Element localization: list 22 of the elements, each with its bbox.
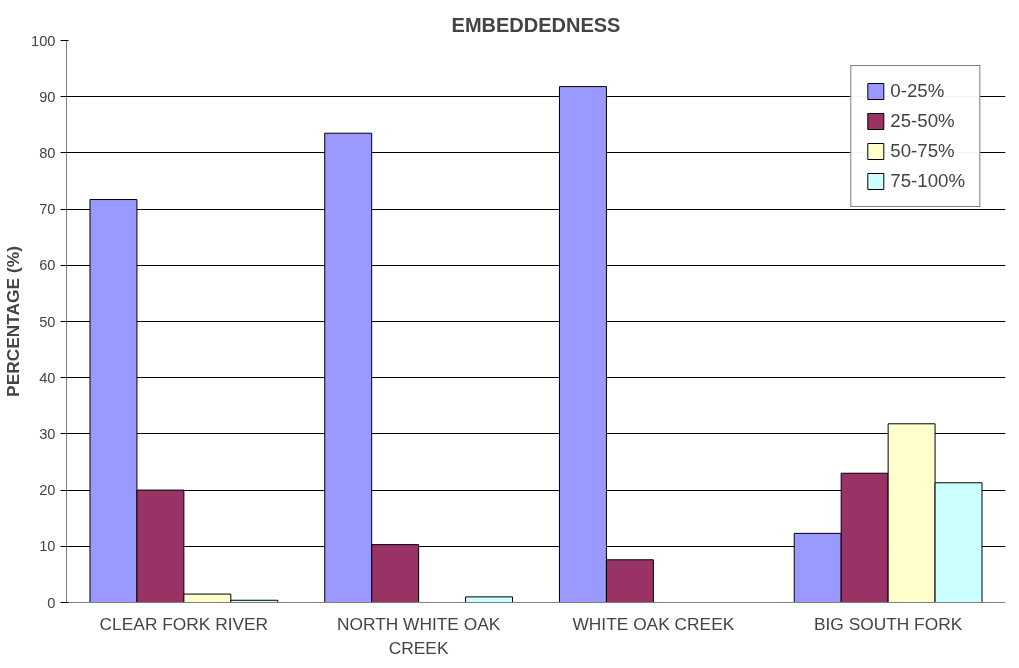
x-tick-label: CLEAR FORK RIVER [99,613,269,634]
y-tick-label: 40 [39,369,56,386]
y-tick-label: 10 [39,538,56,555]
legend-label: 75-100% [890,170,965,192]
y-tick-label: 80 [39,144,56,161]
legend-label: 25-50% [890,110,955,132]
x-tick-label: BIG SOUTH FORK [813,613,963,634]
y-tick-label: 30 [39,425,56,442]
x-tick-label: NORTH WHITE OAK CREEK [336,613,501,658]
y-tick-label: 0 [47,594,56,611]
legend-label: 0-25% [890,80,945,102]
y-tick-label: 100 [31,32,56,49]
y-axis-title: PERCENTAGE (%) [3,246,24,397]
y-tick-label: 60 [39,257,56,274]
bar [465,596,514,603]
y-tick-label: 50 [39,313,56,330]
x-tick-label: WHITE OAK CREEK [572,613,735,634]
chart-title: EMBEDDEDNESS [451,13,621,36]
y-tick-label: 90 [39,88,56,105]
y-tick-label: 70 [39,201,56,218]
legend-label: 50-75% [890,140,955,162]
y-tick-label: 20 [39,482,56,499]
